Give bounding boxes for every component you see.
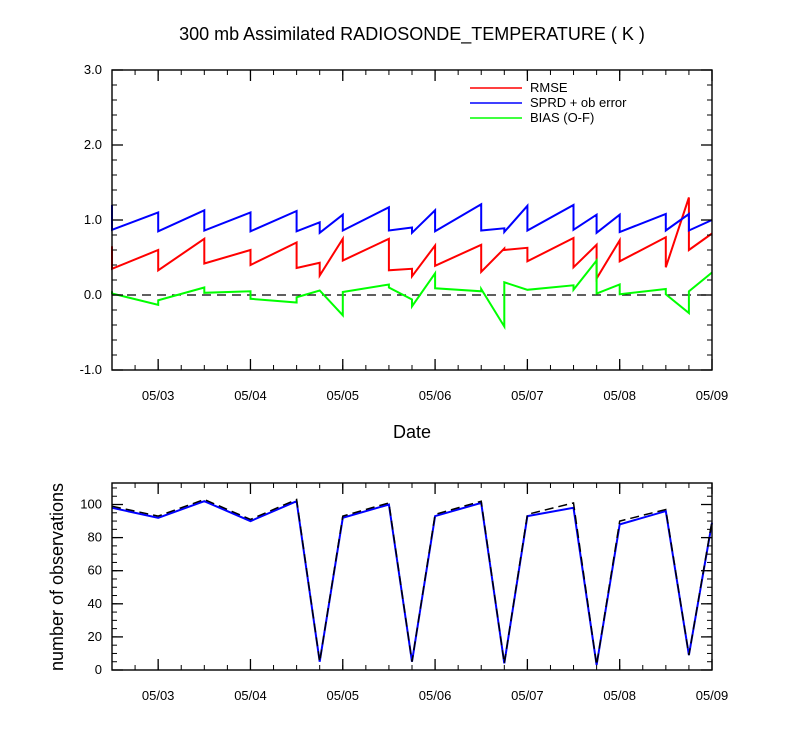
- y-tick-label: 80: [88, 530, 102, 545]
- x-tick-label: 05/04: [234, 688, 267, 703]
- top-series-line-sprd-ob-error: [111, 202, 713, 236]
- x-tick-label: 05/08: [603, 388, 636, 403]
- y-tick-label: 40: [88, 596, 102, 611]
- y-tick-label: 1.0: [84, 212, 102, 227]
- x-tick-label: 05/06: [419, 388, 452, 403]
- top-chart-panel: 300 mb Assimilated RADIOSONDE_TEMPERATUR…: [80, 24, 729, 442]
- bottom-x-tick-labels: 05/03 05/04 05/05 05/06 05/07 05/08 05/09: [142, 688, 728, 703]
- legend-item-bias: BIAS (O-F): [470, 110, 594, 125]
- y-tick-label: 0: [95, 662, 102, 677]
- x-tick-label: 05/04: [234, 388, 267, 403]
- bottom-chart-panel: 05/03 05/04 05/05 05/06 05/07 05/08 05/09 0 20 4…: [47, 482, 728, 703]
- bottom-series-line-1: [111, 498, 713, 666]
- top-series-line-rmse: [111, 197, 713, 283]
- top-ticks: [111, 69, 713, 371]
- y-tick-label: -1.0: [80, 362, 102, 377]
- legend-label-sprd: SPRD + ob error: [530, 95, 627, 110]
- legend-item-sprd: SPRD + ob error: [470, 95, 627, 110]
- bottom-plot-frame: [111, 482, 713, 671]
- y-tick-label: 2.0: [84, 137, 102, 152]
- x-tick-label: 05/05: [326, 388, 359, 403]
- x-tick-label: 05/03: [142, 388, 175, 403]
- y-tick-label: 100: [80, 497, 102, 512]
- x-axis-label: Date: [393, 422, 431, 442]
- y-tick-label: 20: [88, 629, 102, 644]
- x-tick-label: 05/03: [142, 688, 175, 703]
- top-x-tick-labels: 05/03 05/04 05/05 05/06 05/07 05/08 05/09: [142, 388, 728, 403]
- legend-label-bias: BIAS (O-F): [530, 110, 594, 125]
- x-tick-label: 05/07: [511, 688, 544, 703]
- x-tick-label: 05/06: [419, 688, 452, 703]
- y-axis-label: number of observations: [47, 483, 67, 671]
- legend-label-rmse: RMSE: [530, 80, 568, 95]
- legend-item-rmse: RMSE: [470, 80, 568, 95]
- x-tick-label: 05/08: [603, 688, 636, 703]
- bottom-series-line-0: [111, 499, 713, 666]
- x-tick-label: 05/09: [696, 388, 729, 403]
- top-series-line-bias-o-f: [111, 257, 713, 331]
- y-tick-label: 3.0: [84, 62, 102, 77]
- legend: RMSE SPRD + ob error BIAS (O-F): [470, 80, 627, 125]
- top-y-tick-labels: -1.0 0.0 1.0 2.0 3.0: [80, 62, 102, 377]
- x-tick-label: 05/07: [511, 388, 544, 403]
- y-tick-label: 60: [88, 563, 102, 578]
- bottom-y-tick-labels: 0 20 40 60 80 100: [80, 497, 102, 677]
- bottom-ticks: [111, 483, 713, 671]
- top-plot-frame: [111, 69, 713, 371]
- x-tick-label: 05/05: [326, 688, 359, 703]
- bottom-series-group: [111, 498, 713, 666]
- top-series-group: [111, 197, 713, 331]
- x-tick-label: 05/09: [696, 688, 729, 703]
- y-tick-label: 0.0: [84, 287, 102, 302]
- chart-title: 300 mb Assimilated RADIOSONDE_TEMPERATUR…: [179, 24, 645, 45]
